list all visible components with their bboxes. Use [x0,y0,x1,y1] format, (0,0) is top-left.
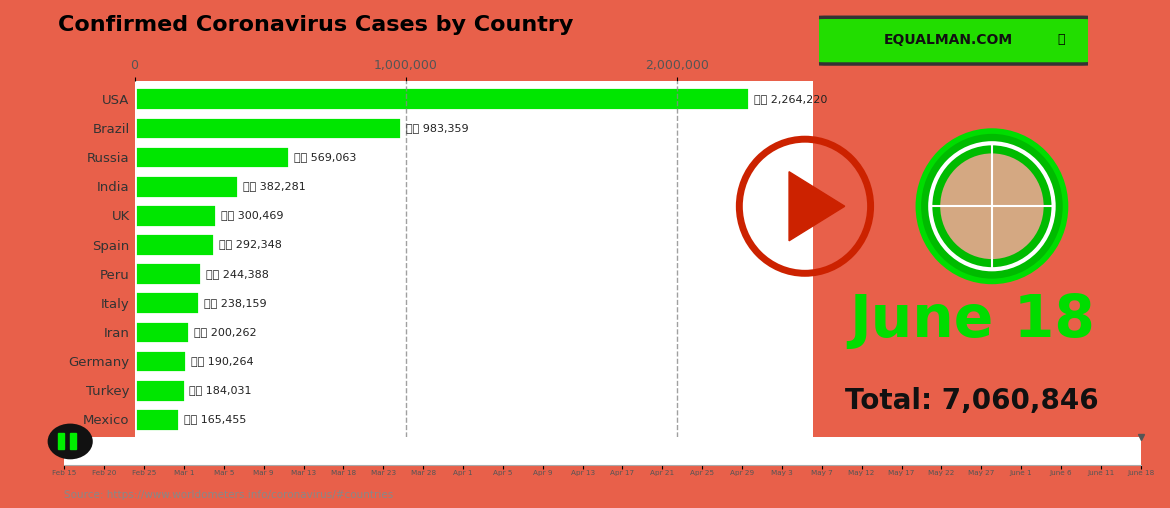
Text: 🇧🇷 983,359: 🇧🇷 983,359 [406,123,469,133]
Text: 🇮🇳 382,281: 🇮🇳 382,281 [243,181,305,191]
Bar [135,116,401,139]
Text: 🇺🇸 2,264,220: 🇺🇸 2,264,220 [753,94,827,104]
Text: 🇹🇷 184,031: 🇹🇷 184,031 [190,385,252,395]
Bar [135,408,179,431]
Bar [135,204,216,227]
Bar [135,379,185,402]
Bar [135,146,289,169]
Text: 🇬🇧 300,469: 🇬🇧 300,469 [221,210,283,220]
Text: 🇷🇺 569,063: 🇷🇺 569,063 [294,152,357,162]
Text: June 18: June 18 [849,292,1095,348]
Text: 📍: 📍 [1058,33,1065,46]
Text: Total: 7,060,846: Total: 7,060,846 [845,387,1099,416]
Text: Confirmed Coronavirus Cases by Country: Confirmed Coronavirus Cases by Country [58,15,573,35]
Circle shape [930,143,1054,269]
Text: 🇮🇷 200,262: 🇮🇷 200,262 [194,327,256,337]
Text: 🇮🇹 238,159: 🇮🇹 238,159 [204,298,267,308]
Bar [58,433,63,450]
FancyBboxPatch shape [813,17,1094,64]
Bar [135,87,749,110]
Text: 🇲🇽 165,455: 🇲🇽 165,455 [185,415,247,424]
Text: 🇩🇪 190,264: 🇩🇪 190,264 [191,356,254,366]
Polygon shape [789,172,845,241]
Bar [135,175,239,198]
Bar [135,233,214,256]
Circle shape [49,425,91,458]
Circle shape [918,131,1066,281]
Bar [135,321,188,343]
Text: EQUALMAN.COM: EQUALMAN.COM [883,33,1013,47]
Text: Source: https://www.worldometers.info/coronavirus/#countries: Source: https://www.worldometers.info/co… [64,490,393,500]
Bar [135,292,199,314]
Bar [135,350,186,372]
Bar [70,433,76,450]
Circle shape [941,153,1044,259]
Text: 🇵🇪 244,388: 🇵🇪 244,388 [206,269,269,279]
Text: 🇪🇸 292,348: 🇪🇸 292,348 [219,239,282,249]
Bar [135,262,201,285]
